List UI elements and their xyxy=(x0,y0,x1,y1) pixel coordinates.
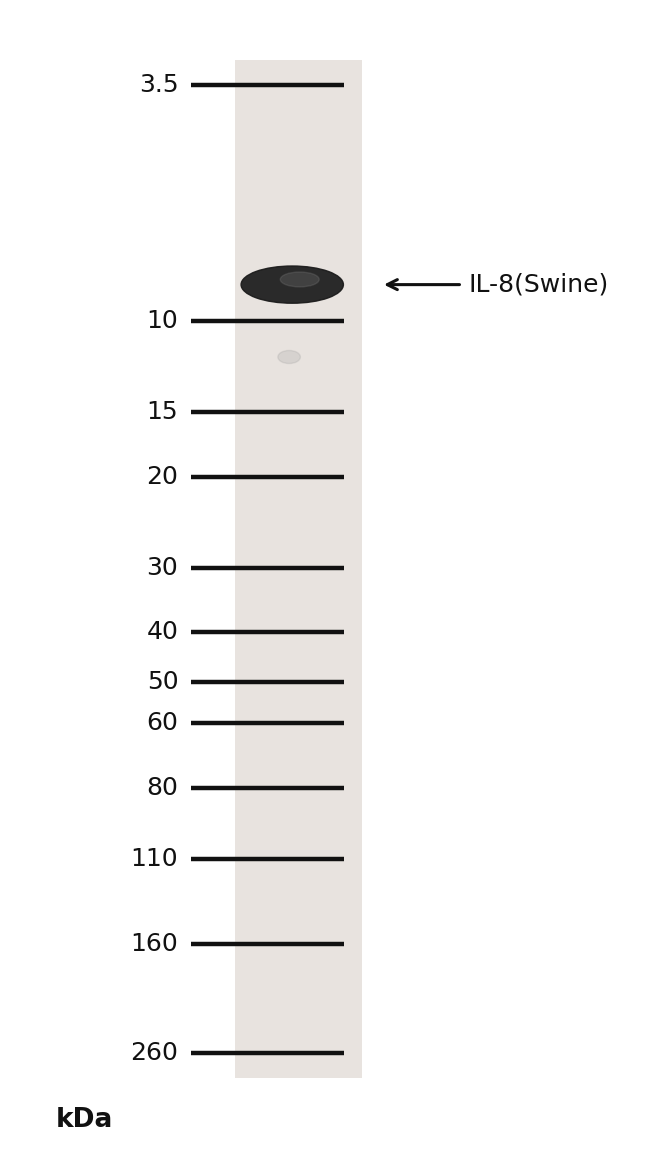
Text: 20: 20 xyxy=(146,465,178,489)
Bar xyxy=(235,60,363,1079)
Text: 3.5: 3.5 xyxy=(138,74,178,97)
Text: 10: 10 xyxy=(147,309,178,333)
Text: 50: 50 xyxy=(147,671,178,694)
Text: 40: 40 xyxy=(146,621,178,644)
Text: 60: 60 xyxy=(146,712,178,735)
Text: 260: 260 xyxy=(131,1040,178,1065)
Ellipse shape xyxy=(241,267,343,303)
Text: 110: 110 xyxy=(131,848,178,871)
Text: 160: 160 xyxy=(131,932,178,955)
Text: 80: 80 xyxy=(146,776,178,800)
Text: IL-8(Swine): IL-8(Swine) xyxy=(469,272,609,297)
Ellipse shape xyxy=(280,272,319,286)
Text: 30: 30 xyxy=(147,555,178,580)
Text: 15: 15 xyxy=(147,400,178,424)
Ellipse shape xyxy=(278,351,300,364)
Text: kDa: kDa xyxy=(55,1107,113,1133)
